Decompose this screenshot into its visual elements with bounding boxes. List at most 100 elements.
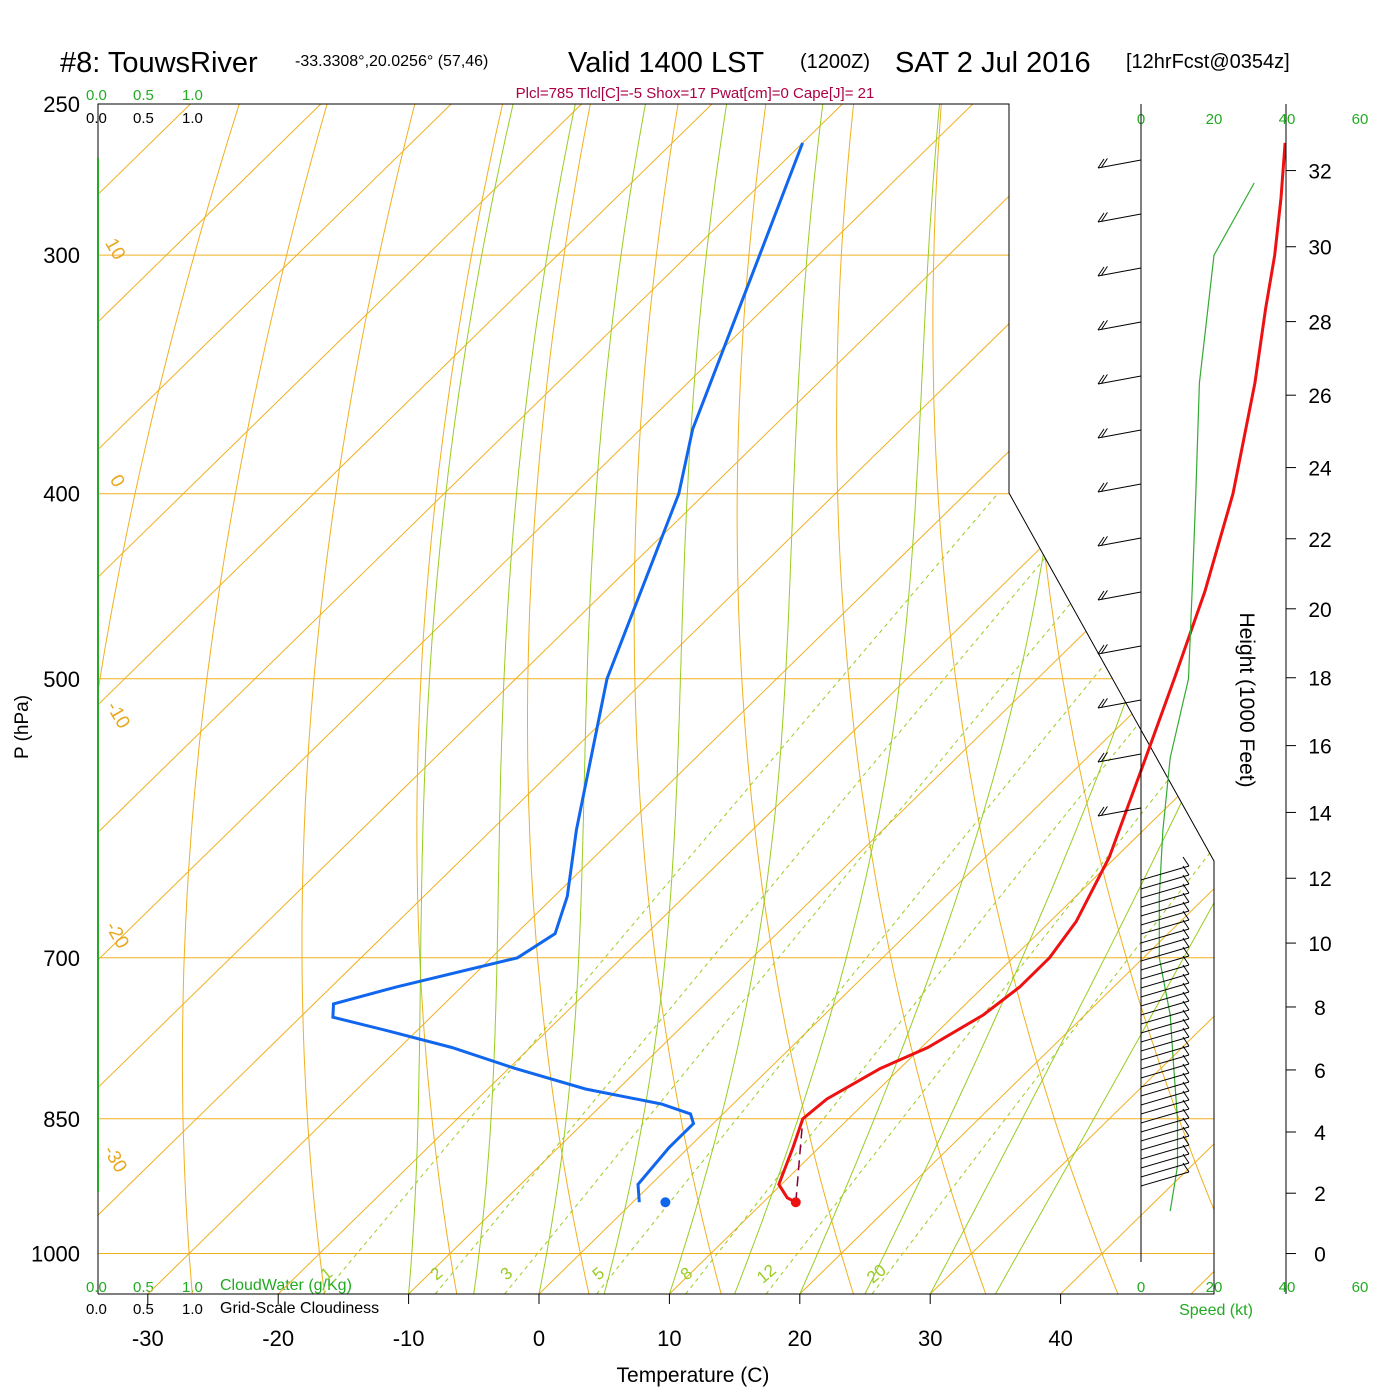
- top-green-scale-0: 0.0: [86, 87, 107, 104]
- wind-barb-flag: [1097, 158, 1105, 169]
- mixing-ratio-label-8: 8: [677, 1263, 696, 1284]
- wind-barb-flag: [1097, 266, 1105, 277]
- wind-barb-flag: [1182, 982, 1190, 993]
- mixing-ratio-label-5: 5: [589, 1263, 608, 1284]
- height-tick-label: 20: [1308, 599, 1331, 622]
- isotherm--80: [98, 104, 713, 1294]
- wind-barb: [1140, 1072, 1190, 1097]
- isotherm-60: [1321, 104, 1400, 1294]
- moist-adiabat--10: [408, 104, 514, 1294]
- wind-speed-scale: 0 20 40 60 0 20 40 60 Speed (kt): [1137, 111, 1369, 1319]
- wind-barb-flag: [1182, 910, 1190, 921]
- moist-adiabat-25: [864, 104, 1214, 1294]
- wind-barb: [1140, 1063, 1190, 1088]
- wind-barb: [1140, 901, 1190, 926]
- wind-bottom-tick-3: 60: [1352, 1279, 1369, 1296]
- mixing-ratio-label-3: 3: [497, 1263, 516, 1284]
- x-tick-label: 0: [533, 1326, 545, 1351]
- wind-barb-flag: [1182, 892, 1190, 903]
- wind-barb: [1140, 874, 1190, 899]
- cloudiness-label: Grid-Scale Cloudiness: [220, 1300, 379, 1317]
- x-tick-label: -10: [393, 1326, 425, 1351]
- wind-top-tick-2: 40: [1279, 111, 1296, 128]
- wind-barb-shaft: [1097, 807, 1142, 817]
- wind-barb-shaft: [1097, 537, 1142, 547]
- wind-barb: [1140, 1162, 1190, 1187]
- wind-barb-shaft: [1140, 982, 1190, 998]
- wind-barb: [1140, 910, 1190, 935]
- wind-barb: [1140, 1108, 1190, 1133]
- wind-barb-flag: [1101, 590, 1108, 600]
- bottom-green-scale-1: 0.5: [133, 1279, 154, 1296]
- isotherm-label-6: 10: [1045, 509, 1075, 539]
- wind-barb: [1097, 158, 1142, 169]
- height-tick-label: 8: [1314, 997, 1326, 1020]
- wind-barb: [1140, 1090, 1190, 1115]
- valid-date: SAT 2 Jul 2016: [895, 47, 1091, 79]
- wind-barb-flag: [1182, 991, 1190, 1002]
- isotherm-label-8: 30: [1180, 761, 1210, 791]
- dry-adiabat-20: [736, 104, 854, 1294]
- wind-barb-shaft: [1140, 1108, 1190, 1124]
- isotherm-50: [1190, 104, 1214, 1294]
- top-cloud-scale: 0.0 0.5 1.0 0.0 0.5 1.0: [86, 87, 203, 127]
- wind-barb-flag: [1182, 901, 1190, 912]
- wind-barb-shaft: [1097, 267, 1142, 277]
- isotherm-label-0: 10: [100, 235, 129, 264]
- wind-top-tick-1: 20: [1206, 111, 1223, 128]
- height-axis-label: Height (1000 Feet): [1235, 612, 1258, 787]
- height-tick-label: 30: [1308, 237, 1331, 260]
- wind-barb-flag: [1097, 212, 1105, 223]
- wind-barb-shaft: [1140, 919, 1190, 935]
- x-tick-label: 40: [1048, 1326, 1072, 1351]
- forecast-info: [12hrFcst@0354z]: [1126, 51, 1290, 73]
- wind-barb: [1097, 644, 1142, 655]
- wind-barb-flag: [1101, 482, 1108, 492]
- y-tick-label: 1000: [31, 1242, 80, 1267]
- wind-barb-shaft: [1140, 946, 1190, 962]
- wind-barb-flag: [1182, 955, 1190, 966]
- wind-barb-shaft: [1097, 699, 1142, 709]
- height-tick-label: 6: [1314, 1060, 1326, 1083]
- wind-barb-shaft: [1140, 1072, 1190, 1088]
- zulu-time: (1200Z): [800, 51, 870, 73]
- wind-barb-flag: [1182, 1027, 1190, 1038]
- wind-barb-shaft: [1097, 321, 1142, 331]
- wind-barb-flag: [1101, 428, 1108, 438]
- wind-barb-shaft: [1140, 1153, 1190, 1169]
- y-tick-label: 300: [43, 243, 80, 268]
- wind-barb-shaft: [1140, 874, 1190, 890]
- wind-barb: [1140, 1027, 1190, 1052]
- moist-adiabat-15: [734, 104, 940, 1294]
- dry-adiabat-90: [1380, 104, 1400, 1294]
- mixing-ratio-label-20: 20: [863, 1260, 890, 1287]
- wind-barb: [1097, 212, 1142, 223]
- isotherm-30: [929, 104, 1214, 1294]
- wind-barb-flag: [1182, 1162, 1190, 1173]
- dewpoint-line: [331, 142, 805, 1203]
- height-tick-label: 12: [1308, 868, 1331, 891]
- wind-barb-flag: [1097, 590, 1105, 601]
- wind-barb-shaft: [1140, 1162, 1190, 1178]
- wind-barb-shaft: [1140, 1009, 1190, 1025]
- bottom-black-scale-0: 0.0: [86, 1301, 107, 1318]
- wind-barb: [1097, 752, 1142, 763]
- moist-adiabat-10: [668, 104, 824, 1294]
- wind-barb-flag: [1182, 1153, 1190, 1164]
- top-black-scale-1: 0.5: [133, 110, 154, 127]
- wind-barb: [1140, 1099, 1190, 1124]
- wind-barb-flag: [1182, 1081, 1190, 1092]
- wind-barb-flag: [1182, 1018, 1190, 1029]
- cloudwater-label: CloudWater (g/Kg): [220, 1277, 352, 1294]
- isotherm-label-2: -10: [102, 698, 134, 732]
- moist-adiabat-0: [538, 104, 646, 1294]
- wind-barb-shaft: [1140, 1000, 1190, 1016]
- isotherm--40: [98, 104, 1214, 1294]
- sounding-parameters: Plcl=785 Tlcl[C]=-5 Shox=17 Pwat[cm]=0 C…: [516, 85, 875, 102]
- isotherm--70: [98, 104, 843, 1294]
- dry-adiabat--40: [98, 104, 240, 1294]
- y-axis-label: P (hPa): [12, 695, 33, 759]
- wind-barb-shaft: [1140, 1126, 1190, 1142]
- isotherm-label-4: -30: [99, 1142, 131, 1176]
